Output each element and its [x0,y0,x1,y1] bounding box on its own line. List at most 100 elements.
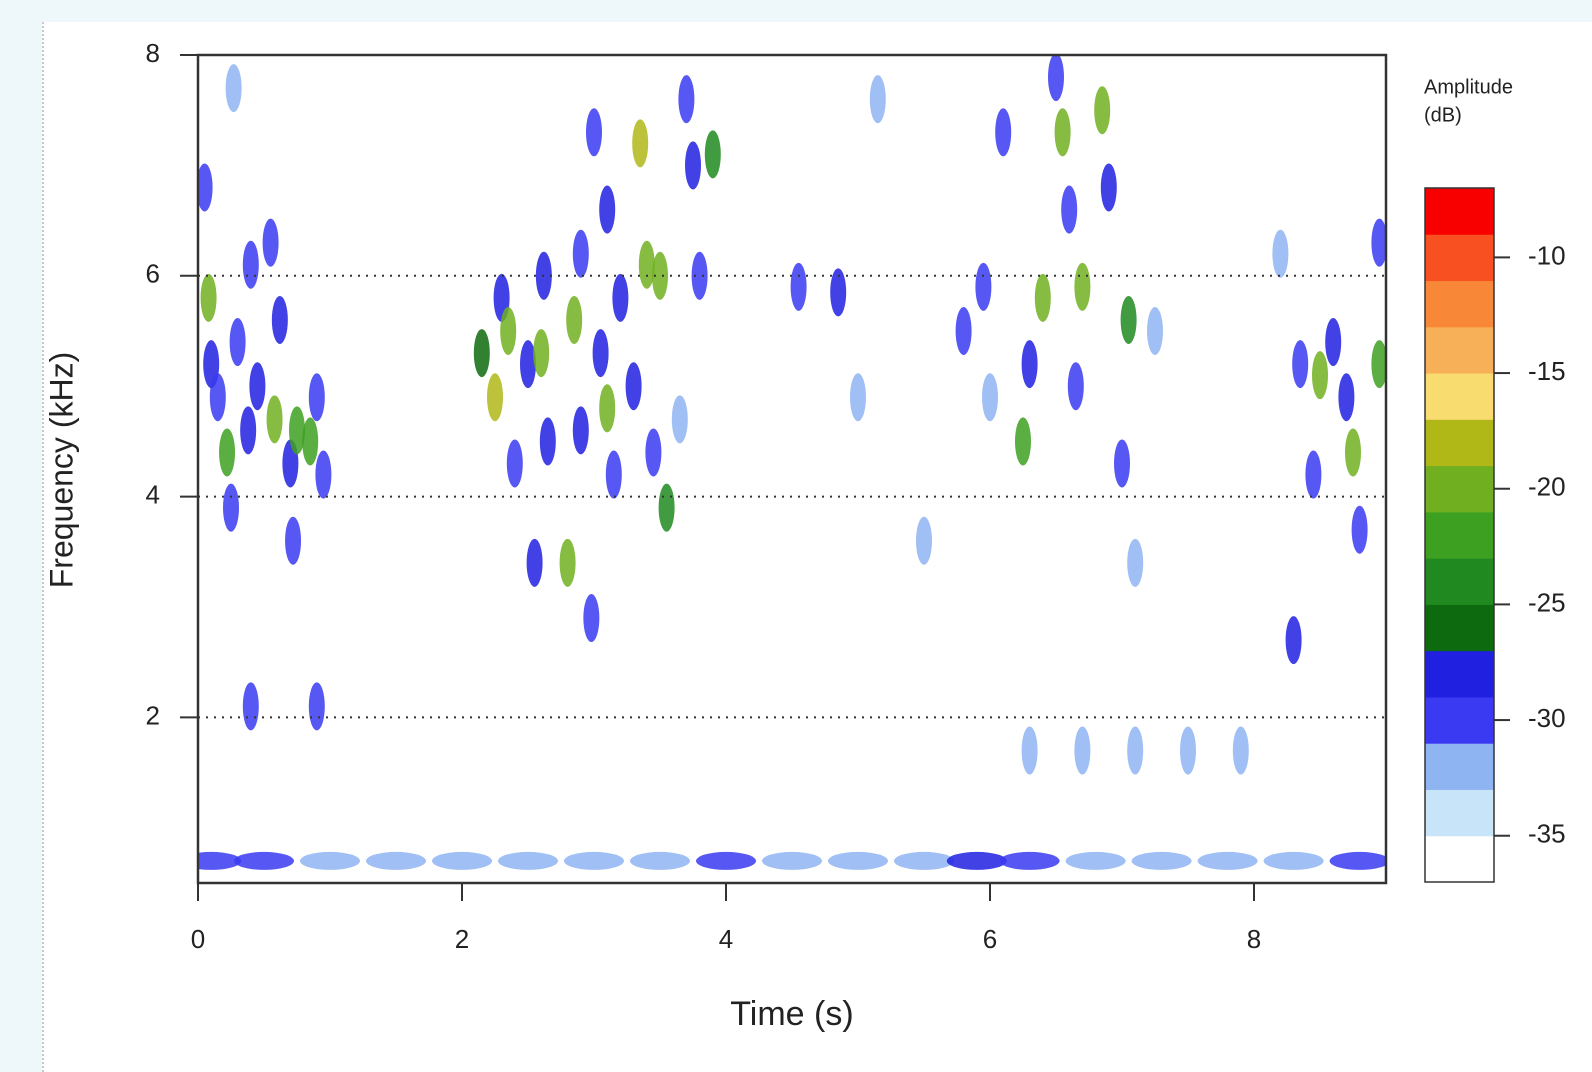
spectro-cell [999,851,1060,870]
spectro-cell [1114,439,1130,488]
spectro-cell [302,417,319,466]
spectro-cell [685,141,701,190]
spectro-cell [1034,273,1051,322]
spectro-cell [790,262,807,311]
colorbar-frame [1424,187,1495,883]
spectro-cell [1094,86,1111,135]
spectro-cell [850,373,866,422]
spectro-cell [219,428,236,477]
spectro-cell [916,516,932,565]
plot-frame [196,53,1388,885]
spectro-cell [605,450,622,499]
spectro-cell [671,395,688,444]
spectro-cell [678,75,695,124]
x-tick-label: 2 [455,924,469,954]
spectro-cell [592,329,609,378]
spectro-cell [572,406,589,455]
spectro-cell [566,295,583,344]
spectro-cell [520,340,536,389]
colorbar-band [1425,465,1494,513]
spectro-cell [1285,616,1302,665]
colorbar-tick-label: -25 [1528,587,1566,617]
spectro-cell [1100,163,1117,212]
y-tick-label: 4 [146,479,160,509]
spectro-cell [1329,851,1386,870]
y-axis-label: Frequency (kHz) [43,352,79,589]
spectro-cell [599,185,616,234]
colorbar-band [1425,789,1494,837]
colorbar-band [1425,326,1494,374]
spectro-cell [539,417,556,466]
spectro-cell [315,450,332,499]
spectro-cell [691,251,708,300]
spectro-cell [1067,362,1084,411]
x-tick-label: 0 [191,924,205,954]
spectro-cell [894,851,954,870]
spectro-cell [638,240,655,289]
colorbar-band [1425,373,1494,420]
spectro-cell [652,251,668,300]
spectro-cell [630,851,690,870]
spectro-cell [762,851,822,870]
spectro-cell [658,483,675,532]
spectro-cell [1120,295,1137,344]
spectro-cell [982,373,998,422]
colorbar-band [1425,558,1494,605]
spectro-cell [1197,851,1258,870]
spectro-cell [266,395,283,444]
spectrogram [198,55,1386,870]
spectro-cell [366,851,426,870]
spectro-cell [1021,726,1038,775]
spectro-cell [1074,726,1091,775]
spectro-cell [564,851,624,870]
x-tick-label: 4 [719,924,733,954]
spectro-cell [487,373,503,422]
spectro-cell [223,483,239,532]
spectro-cell [240,406,257,455]
spectro-cell [242,682,259,731]
spectro-cell [1325,318,1342,367]
colorbar-band [1425,696,1494,744]
spectro-cell [1131,851,1192,870]
spectro-cell [500,307,517,355]
colorbar-tick-label: -30 [1528,703,1566,733]
colorbar-band [1425,604,1494,652]
spectro-cell [1371,340,1386,389]
spectro-cell [198,163,213,212]
colorbar-tick-label: -10 [1528,240,1566,270]
colorbar-band [1425,234,1494,282]
spectro-cell [1263,851,1324,870]
spectro-cell [583,594,600,643]
spectro-cell [1074,262,1091,311]
spectro-cell [1312,351,1328,400]
spectro-cell [1180,726,1196,775]
spectro-cell [869,75,886,124]
spectro-cell [308,682,325,731]
spectro-cell [1305,450,1322,499]
spectro-cell [1345,428,1361,477]
spectro-cell [285,516,302,565]
colorbar-band [1425,280,1494,328]
x-tick-label: 6 [983,924,997,954]
spectro-cell [1061,185,1078,234]
spectro-cell [1048,55,1064,102]
spectro-cell [234,851,294,870]
colorbar-tick-label: -20 [1528,472,1566,502]
spectro-cell [599,384,616,433]
spectro-cell [1065,851,1126,870]
spectro-cell [498,851,558,870]
spectro-cell [1015,417,1031,466]
y-tick-label: 8 [146,38,160,68]
colorbar-tick-label: -15 [1528,356,1566,386]
spectro-cell [1021,340,1038,389]
spectro-cell [506,439,523,488]
spectro-cell [225,64,242,113]
colorbar-band [1425,835,1494,883]
spectro-cell [632,119,649,168]
spectro-cell [1338,373,1355,422]
spectro-cell [198,851,242,870]
spectro-cell [300,851,360,870]
y-tick-label: 6 [146,259,160,289]
spectro-cell [432,851,492,870]
